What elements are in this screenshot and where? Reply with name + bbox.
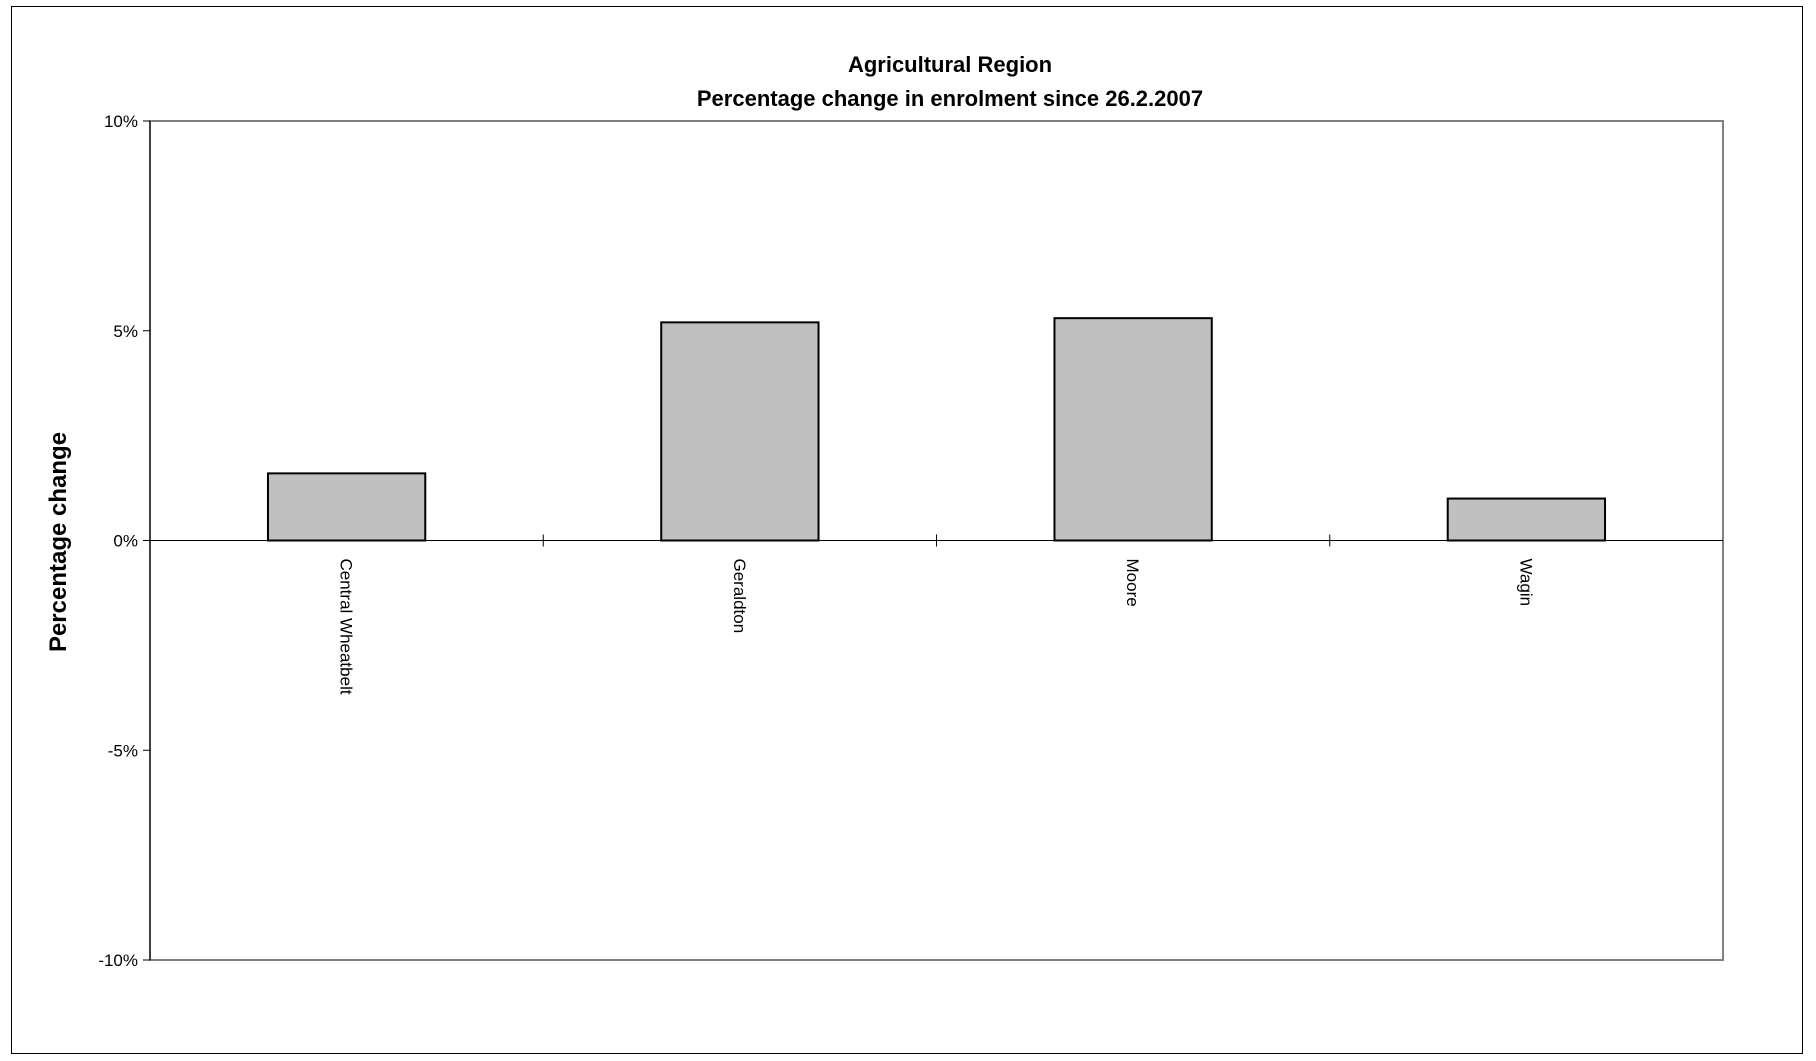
x-tick-label: Central Wheatbelt [337,559,356,695]
bar-1 [660,321,820,542]
y-tick-label: -10% [98,951,138,970]
x-tick-label: Geraldton [730,559,749,634]
chart-title: Agricultural Region [848,52,1052,77]
bars-layer [266,317,1607,542]
x-tick-label: Wagin [1516,559,1535,607]
bar-2 [1053,317,1213,542]
axes-layer: 10% 5% 0% -5% -10% Central Wheatbelt Geraldton… [98,112,1723,970]
y-tick-label: 5% [113,322,138,341]
y-axis-label: Percentage change [45,432,72,652]
bar-3 [1446,497,1607,542]
chart-subtitle: Percentage change in enrolment since 26.… [697,86,1203,111]
y-tick-label: -5% [108,741,138,760]
chart-frame [11,6,1803,1054]
bar-0 [266,472,427,542]
x-tick-label: Moore [1123,559,1142,607]
y-tick-label: 10% [104,112,138,131]
y-tick-label: 0% [113,532,138,551]
